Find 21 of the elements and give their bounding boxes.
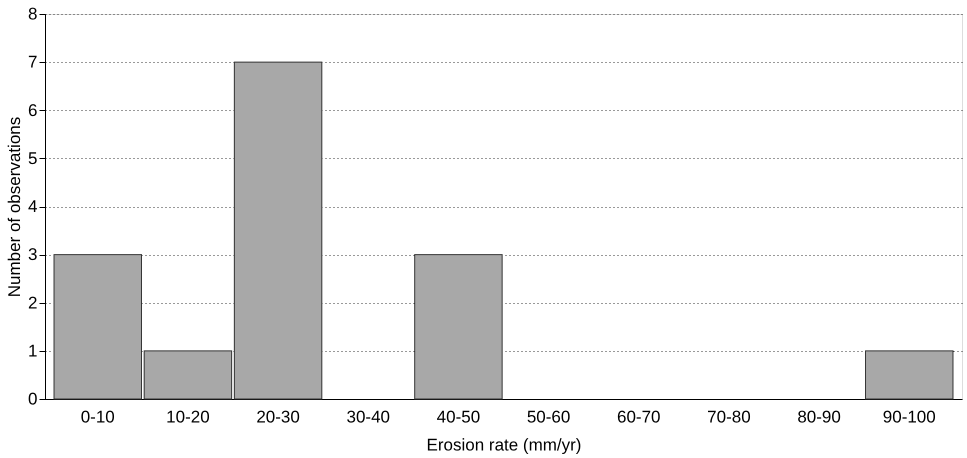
x-tick-label: 90-100	[882, 408, 936, 426]
x-tick-label: 40-50	[436, 408, 480, 426]
x-tick-label: 60-70	[617, 408, 660, 426]
y-tick-label: 6	[28, 100, 38, 120]
x-tick-label: 80-90	[797, 408, 841, 426]
x-axis-title: Erosion rate (mm/yr)	[426, 436, 582, 454]
x-tick-label: 70-80	[707, 408, 751, 426]
y-tick-label: 0	[28, 390, 38, 408]
y-tick-label: 5	[28, 148, 38, 168]
x-tick-label: 0-10	[80, 408, 115, 426]
x-tick-label: 10-20	[166, 408, 210, 426]
y-tick-label: 1	[28, 341, 38, 360]
y-tick-label: 8	[28, 4, 38, 24]
x-tick-label: 30-40	[346, 408, 390, 426]
y-tick-label: 7	[28, 52, 38, 72]
y-axis-title: Number of observations	[5, 116, 24, 298]
y-tick-label: 4	[28, 197, 38, 216]
x-tick-label: 50-60	[526, 408, 570, 426]
y-tick-label: 2	[28, 293, 38, 312]
y-tick-label: 3	[28, 245, 38, 264]
x-tick-label: 20-30	[256, 408, 300, 426]
